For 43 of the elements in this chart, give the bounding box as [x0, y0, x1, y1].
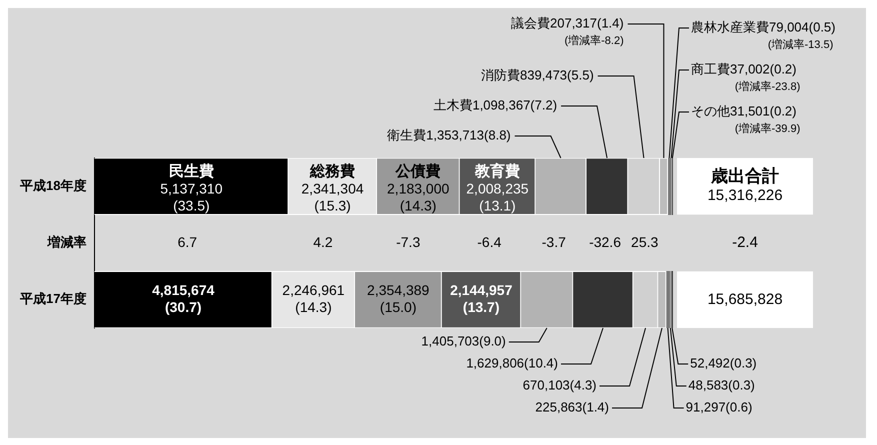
text: (増減率-23.8) — [734, 81, 800, 94]
text: その他31,501(0.2) — [691, 104, 796, 119]
series-label: 教育費 — [474, 162, 520, 180]
data-label: 225,863(1.4) — [535, 400, 610, 415]
series-label: 公債費 — [394, 163, 441, 180]
data-label: 91,297(0.6) — [686, 400, 752, 415]
text: (増減率-8.2) — [564, 35, 624, 48]
data-label: 2,341,304 (15.3) — [301, 180, 364, 214]
text: 商工費37,002(0.2) — [691, 62, 796, 77]
data-label: 2,246,961 (14.3) — [282, 282, 345, 316]
text: 4.2 — [313, 234, 333, 250]
data-label: 2,183,000 (14.3) — [387, 180, 450, 214]
data-label: 1,405,703(9.0) — [421, 334, 506, 349]
text: -32.6 — [589, 234, 621, 250]
series-label: 民生費 — [168, 163, 214, 180]
data-label: 2,354,389 (15.0) — [367, 282, 430, 316]
y-tick-label: 平成18年度 — [18, 178, 86, 193]
data-label: 670,103(4.3) — [522, 378, 597, 393]
y-tick-label: 増減率 — [46, 234, 86, 250]
data-label: 2,008,235 (13.1) — [466, 180, 529, 214]
data-label: 5,137,310 (33.5) — [160, 180, 223, 214]
text: 25.3 — [631, 234, 658, 250]
data-label: 1,629,806(10.4) — [466, 356, 558, 371]
text: (増減率-13.5) — [768, 39, 834, 52]
text: 衛生費1,353,713(8.8) — [387, 128, 511, 143]
text: 15,685,828 — [707, 290, 783, 308]
text: 歳出合計 15,316,226 — [707, 166, 783, 204]
text: -7.3 — [396, 234, 420, 250]
data-label: 48,583(0.3) — [688, 378, 755, 393]
text: -6.4 — [477, 234, 502, 250]
text: 農林水産業費79,004(0.5) — [691, 20, 836, 35]
text: -3.7 — [542, 234, 566, 250]
text: 土木費1,098,367(7.2) — [433, 98, 558, 113]
data-label: 52,492(0.3) — [690, 356, 757, 371]
text: 消防費839,473(5.5) — [481, 68, 594, 83]
text: 議会費207,317(1.4) — [511, 16, 624, 31]
data-label: 4,815,674 (30.7) — [152, 282, 215, 316]
y-tick-label: 平成17年度 — [18, 291, 86, 306]
text: 6.7 — [178, 234, 198, 250]
text: (増減率-39.9) — [734, 123, 800, 136]
data-label: 2,144,957 (13.7) — [450, 282, 513, 316]
text: -2.4 — [732, 234, 758, 252]
series-label: 総務費 — [309, 163, 356, 180]
